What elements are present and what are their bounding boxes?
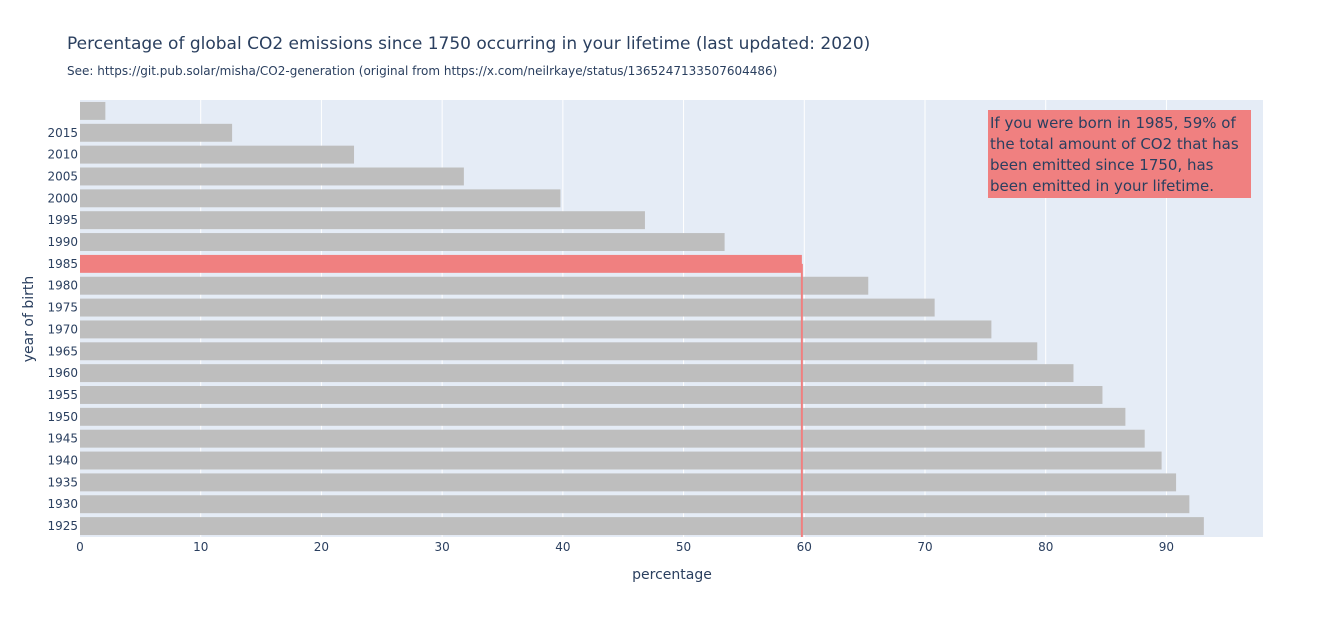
x-tick-label: 80 bbox=[1038, 540, 1053, 554]
annotation-box: If you were born in 1985, 59% of the tot… bbox=[988, 110, 1251, 198]
bar-1985 bbox=[80, 254, 802, 273]
y-tick-label: 1935 bbox=[47, 475, 78, 489]
y-tick-labels: 2015 2010 2005 2000 1995 1990 1985 1980 1975 1970… bbox=[47, 126, 78, 533]
x-tick-label: 10 bbox=[193, 540, 208, 554]
x-tick-label: 60 bbox=[797, 540, 812, 554]
x-tick-label: 0 bbox=[76, 540, 84, 554]
bar-1975 bbox=[80, 298, 935, 317]
y-tick-label: 1930 bbox=[47, 497, 78, 511]
bar-1940 bbox=[80, 451, 1162, 470]
bar-1945 bbox=[80, 429, 1145, 448]
x-tick-labels: 0 10 20 30 40 50 60 70 80 90 bbox=[76, 540, 1174, 554]
bar-1950 bbox=[80, 407, 1126, 426]
x-tick-label: 50 bbox=[676, 540, 691, 554]
y-axis-title: year of birth bbox=[21, 276, 37, 363]
x-tick-label: 70 bbox=[917, 540, 932, 554]
x-tick-label: 30 bbox=[435, 540, 450, 554]
x-tick-label: 40 bbox=[555, 540, 570, 554]
chart-subtitle: See: https://git.pub.solar/misha/CO2-gen… bbox=[67, 64, 778, 78]
bars bbox=[80, 101, 1204, 536]
y-tick-label: 1960 bbox=[47, 366, 78, 380]
bar-1990 bbox=[80, 233, 725, 251]
bar-1970 bbox=[80, 320, 992, 339]
bar-2020 bbox=[80, 101, 106, 120]
y-tick-label: 2015 bbox=[47, 126, 78, 140]
bar-2015 bbox=[80, 123, 233, 142]
bar-1930 bbox=[80, 495, 1190, 514]
x-tick-label: 20 bbox=[314, 540, 329, 554]
y-tick-label: 1970 bbox=[47, 322, 78, 336]
bar-1955 bbox=[80, 386, 1103, 404]
bar-1995 bbox=[80, 211, 645, 230]
y-tick-label: 1975 bbox=[47, 301, 78, 315]
bar-2005 bbox=[80, 167, 464, 186]
y-tick-label: 1940 bbox=[47, 454, 78, 468]
bar-1925 bbox=[80, 517, 1204, 536]
y-tick-label: 1980 bbox=[47, 279, 78, 293]
y-tick-label: 1965 bbox=[47, 344, 78, 358]
bar-1960 bbox=[80, 364, 1074, 383]
y-tick-label: 2000 bbox=[47, 191, 78, 205]
y-tick-label: 1985 bbox=[47, 257, 78, 271]
y-tick-label: 2010 bbox=[47, 148, 78, 162]
x-tick-label: 90 bbox=[1159, 540, 1174, 554]
chart-title: Percentage of global CO2 emissions since… bbox=[67, 34, 871, 54]
y-tick-label: 1925 bbox=[47, 519, 78, 533]
bar-1980 bbox=[80, 276, 869, 295]
bar-1935 bbox=[80, 473, 1177, 492]
y-tick-label: 1955 bbox=[47, 388, 78, 402]
x-axis-title: percentage bbox=[632, 567, 712, 583]
y-tick-label: 1945 bbox=[47, 432, 78, 446]
bar-1965 bbox=[80, 342, 1038, 361]
y-tick-label: 1995 bbox=[47, 213, 78, 227]
bar-2000 bbox=[80, 189, 561, 208]
y-tick-label: 1990 bbox=[47, 235, 78, 249]
y-tick-label: 2005 bbox=[47, 169, 78, 183]
y-tick-label: 1950 bbox=[47, 410, 78, 424]
bar-2010 bbox=[80, 145, 355, 164]
